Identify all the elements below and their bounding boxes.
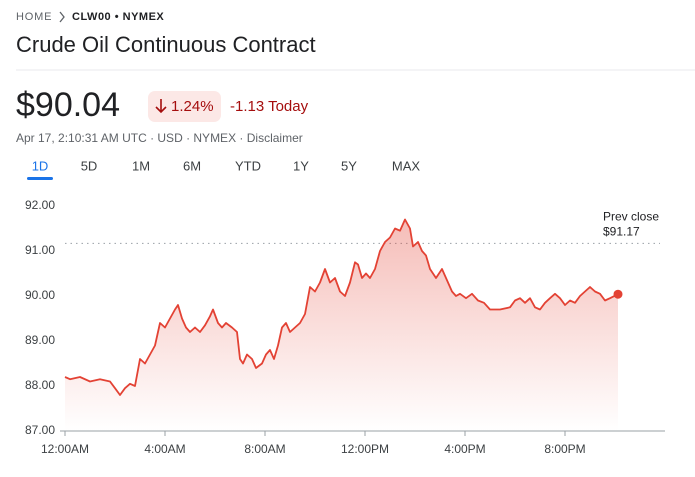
- range-tab[interactable]: 1D: [32, 158, 49, 173]
- y-tick-label: 91.00: [25, 243, 55, 257]
- y-tick-label: 92.00: [25, 198, 55, 212]
- prev-close-label: Prev close: [603, 210, 659, 224]
- x-tick-label: 12:00PM: [341, 442, 389, 456]
- change-today: -1.13 Today: [230, 98, 309, 115]
- y-tick-label: 90.00: [25, 288, 55, 302]
- y-tick-label: 87.00: [25, 423, 55, 437]
- x-tick-label: 12:00AM: [41, 442, 89, 456]
- range-tab[interactable]: MAX: [392, 158, 421, 173]
- range-tab[interactable]: 5Y: [341, 158, 357, 173]
- range-tab[interactable]: 1M: [132, 158, 150, 173]
- chart: 87.00 88.00 89.00 90.00 91.00 92.00 12:00AM 4:0…: [25, 198, 665, 456]
- range-tabs: 1D 5D 1M 6M YTD 1Y 5Y MAX: [27, 158, 420, 180]
- price: $90.04: [16, 86, 120, 124]
- range-tab[interactable]: 1Y: [293, 158, 309, 173]
- quote-info: Apr 17, 2:10:31 AM UTC · USD · NYMEX · D…: [16, 131, 303, 145]
- change-badge: [148, 91, 221, 122]
- range-tab[interactable]: 6M: [183, 158, 201, 173]
- change-percent: 1.24%: [171, 98, 214, 115]
- x-tick-label: 8:00PM: [544, 442, 585, 456]
- breadcrumb-symbol: CLW00 • NYMEX: [72, 11, 164, 23]
- x-tick-label: 4:00PM: [444, 442, 485, 456]
- range-tab[interactable]: 5D: [81, 158, 98, 173]
- breadcrumb-home[interactable]: HOME: [16, 11, 52, 23]
- x-tick-label: 8:00AM: [244, 442, 285, 456]
- last-point: [613, 289, 623, 299]
- y-tick-label: 89.00: [25, 333, 55, 347]
- area-fill: [65, 219, 618, 431]
- breadcrumb-chevron: [59, 11, 65, 23]
- active-tab-underline: [27, 177, 53, 180]
- y-tick-label: 88.00: [25, 378, 55, 392]
- down-arrow: [155, 99, 167, 114]
- prev-close-value: $91.17: [603, 225, 640, 239]
- page-title: Crude Oil Continuous Contract: [16, 32, 316, 57]
- range-tab[interactable]: YTD: [235, 158, 261, 173]
- price-line: [64, 218, 619, 396]
- x-tick-label: 4:00AM: [144, 442, 185, 456]
